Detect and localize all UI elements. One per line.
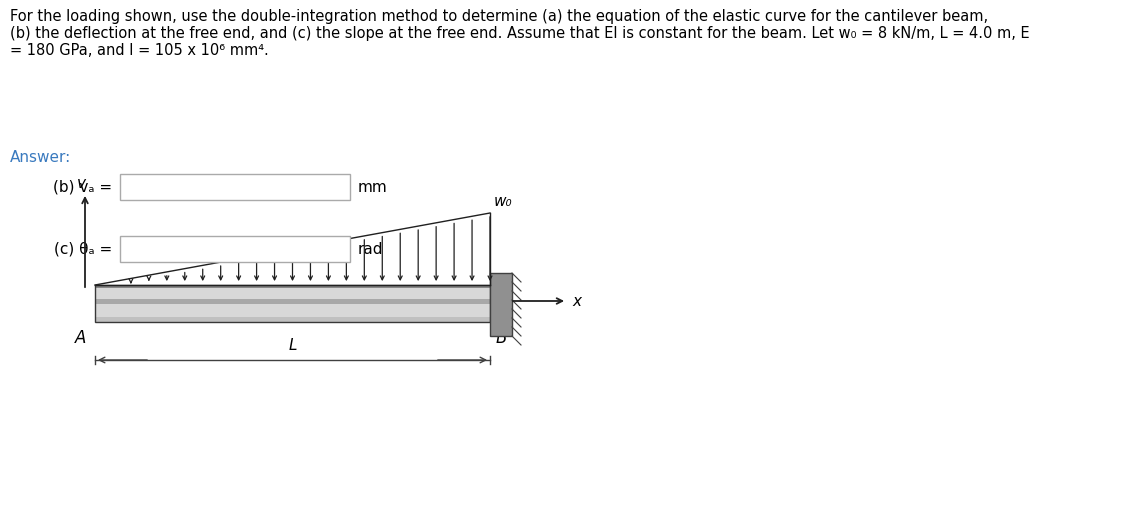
Bar — [120, 236, 350, 262]
Text: B: B — [496, 329, 507, 347]
Text: (c) θₐ =: (c) θₐ = — [53, 241, 112, 257]
Text: w₀: w₀ — [494, 194, 513, 209]
Bar — [490, 273, 512, 336]
Text: v: v — [77, 176, 86, 191]
Bar — [95, 285, 490, 322]
Bar — [120, 174, 350, 200]
Text: (b) the deflection at the free end, and (c) the slope at the free end. Assume th: (b) the deflection at the free end, and … — [10, 26, 1030, 41]
Text: A: A — [76, 329, 87, 347]
Text: Answer:: Answer: — [10, 150, 71, 165]
Bar — [95, 317, 490, 322]
Text: L: L — [289, 338, 297, 353]
Text: For the loading shown, use the double-integration method to determine (a) the eq: For the loading shown, use the double-in… — [10, 9, 988, 24]
Bar — [95, 298, 490, 304]
Bar — [95, 285, 490, 288]
Text: = 180 GPa, and I = 105 x 10⁶ mm⁴.: = 180 GPa, and I = 105 x 10⁶ mm⁴. — [10, 43, 268, 58]
Text: rad: rad — [358, 241, 384, 257]
Text: x: x — [572, 293, 581, 309]
Text: (b) vₐ =: (b) vₐ = — [53, 179, 112, 194]
Bar — [95, 285, 490, 317]
Bar — [95, 317, 490, 322]
Text: mm: mm — [358, 179, 388, 194]
